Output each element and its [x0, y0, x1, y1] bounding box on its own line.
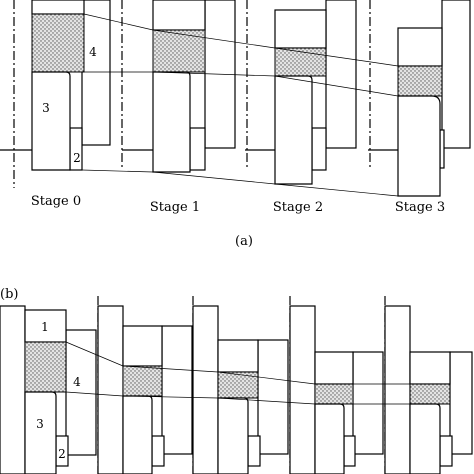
b-stage-2-left-roll [192, 305, 219, 474]
stage-2-block-4 [325, 0, 357, 149]
stage-3-top-block [397, 27, 443, 67]
block-label-4: 4 [89, 45, 97, 59]
stage-1-block-3 [152, 71, 191, 173]
stage-3-block-4 [441, 0, 471, 149]
b-stage-1-block-4 [161, 325, 193, 455]
stage-label-2: Stage 2 [273, 200, 323, 215]
base-trace [81, 169, 399, 197]
b-block-label-3: 3 [36, 417, 44, 431]
b-block-label-1: 1 [41, 320, 49, 334]
b-stage-4-block-2 [439, 435, 453, 467]
b-stage-1-top-block [122, 325, 163, 367]
b-stage-2-block-4 [257, 339, 289, 455]
b-stage-1-block-2 [151, 435, 165, 467]
panel-b: (b) [0, 287, 473, 474]
stage-1-block-2 [189, 127, 206, 171]
b-stage-0-block-3 [24, 391, 57, 474]
panel-a: 3 4 2 Stage 0 Stage 1 Stage 2 Stage 3 (a… [0, 0, 471, 249]
b-stage-0-stippled-layer [24, 341, 67, 393]
b-stage-1-left-roll [97, 305, 124, 474]
b-stage-2-top-block [217, 339, 259, 373]
stage-1-top-block [152, 0, 206, 31]
b-stage-2-block-3 [217, 397, 249, 474]
block-label-3: 3 [42, 101, 50, 115]
stage-0-block-3 [31, 71, 71, 171]
b-stage-2-stippled-layer [217, 371, 259, 399]
b-stage-2-section [192, 305, 289, 474]
block-label-2: 2 [73, 151, 81, 165]
b-stage-2-block-2 [247, 435, 261, 467]
b-stage-3-block-3 [314, 403, 345, 474]
b-stage-0-left-roll [0, 305, 26, 474]
stage-0-stippled-layer [31, 13, 85, 73]
stage-0-top-block [31, 0, 85, 15]
b-stage-3-stippled-layer [314, 383, 354, 405]
b-stage-3-block-2 [343, 435, 356, 467]
panel-b-caption: (b) [0, 287, 18, 302]
top-layer-trace [83, 13, 399, 67]
b-block-label-4: 4 [73, 375, 81, 389]
b-stage-4-block-3 [409, 403, 441, 474]
b-stage-3-left-roll [289, 305, 316, 474]
stage-0-block-4 [81, 0, 111, 146]
b-block-label-2: 2 [58, 447, 66, 461]
panel-a-caption: (a) [235, 234, 253, 249]
b-stage-4-stippled-layer [409, 383, 451, 405]
stage-1-section [152, 0, 236, 173]
stage-2-section [274, 0, 357, 185]
b-stage-4-left-roll [384, 305, 411, 474]
b-stage-1-section [97, 305, 193, 474]
stage-label-3: Stage 3 [395, 200, 445, 215]
stage-3-stippled-layer [397, 65, 443, 97]
stage-2-block-3 [274, 75, 313, 185]
b-stage-1-block-3 [122, 395, 153, 474]
b-stage-0-section [0, 305, 97, 474]
stage-2-block-2 [311, 127, 327, 171]
b-stage-3-top-block [314, 351, 354, 385]
stage-label-0: Stage 0 [31, 194, 81, 209]
b-stage-4-top-block [409, 351, 451, 385]
stage-label-1: Stage 1 [150, 200, 200, 215]
stage-2-top-block [274, 9, 327, 49]
stage-3-section [397, 0, 471, 197]
bottom-layer-trace [84, 71, 399, 97]
stage-3-block-3 [397, 95, 441, 197]
stage-2-stippled-layer [274, 47, 327, 77]
b-stage-4-block-4 [449, 351, 473, 455]
stage-0-section [31, 0, 111, 171]
b-stage-1-stippled-layer [122, 365, 163, 397]
b-top-layer-trace [65, 341, 410, 385]
b-stage-3-block-4 [352, 351, 384, 455]
b-stage-3-section [289, 305, 384, 474]
b-stage-4-section [384, 305, 473, 474]
b-bottom-layer-trace [65, 391, 410, 405]
